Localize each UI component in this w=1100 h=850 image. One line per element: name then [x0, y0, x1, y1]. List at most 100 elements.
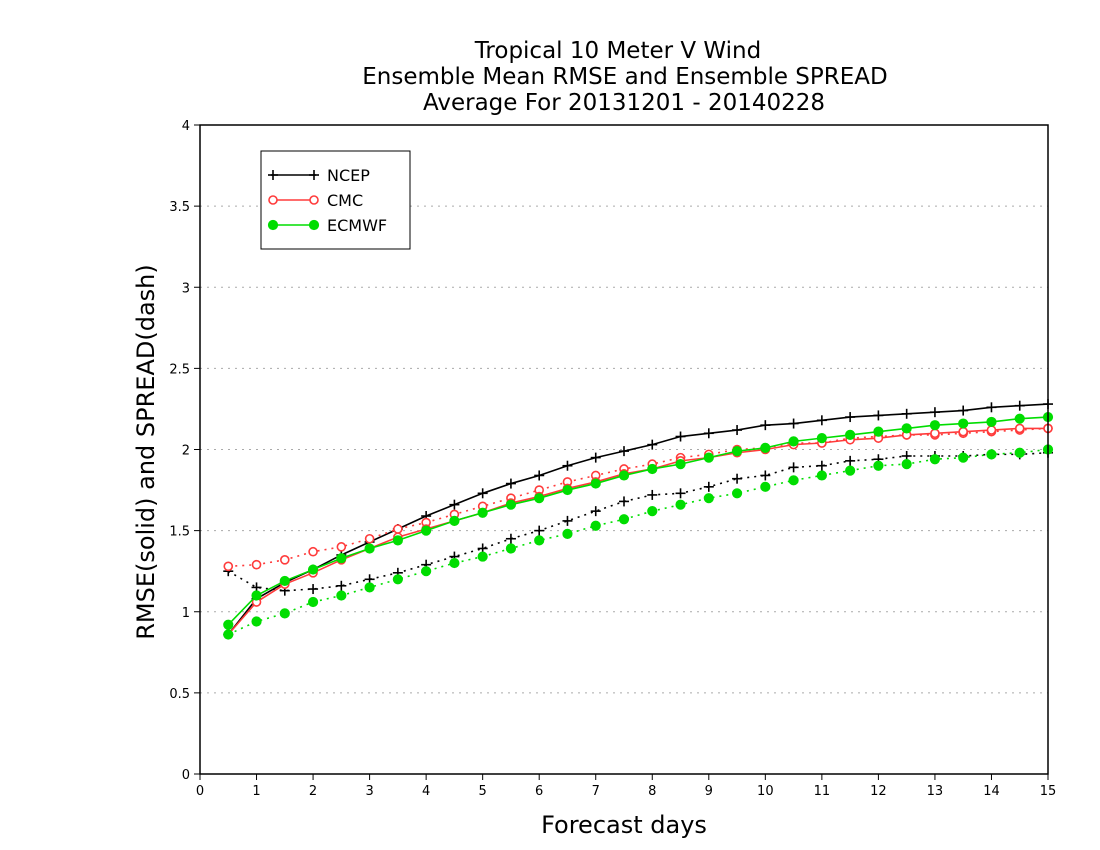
- y-axis-ticks: 0 0.5 1 1.5 2 2.5 3 3.5 4: [169, 119, 200, 783]
- ecmwf-spread-line: [227, 448, 1049, 636]
- ecmwf-spread-point: [986, 449, 997, 460]
- ecmwf-spread-point: [703, 493, 714, 504]
- ecmwf-spread-point: [307, 596, 319, 608]
- ecmwf-rmse-point: [477, 507, 488, 518]
- cmc-spread-point: [223, 561, 234, 572]
- title-line-2: Ensemble Mean RMSE and Ensemble SPREAD: [362, 64, 887, 90]
- ecmwf-rmse-point: [590, 478, 601, 489]
- x-axis-ticks: 0 1 2 3 4 5 6 7 8 9 10 11 12 13 14 15: [196, 774, 1056, 799]
- ecmwf-rmse-point: [449, 515, 460, 526]
- x-tick-label-9: 9: [705, 784, 713, 799]
- x-tick-label-10: 10: [757, 784, 774, 799]
- ecmwf-spread-point: [760, 481, 771, 492]
- ecmwf-rmse-point: [845, 429, 856, 440]
- x-tick-label-1: 1: [252, 784, 260, 799]
- legend-ncep-label: NCEP: [327, 166, 370, 185]
- ncep-rmse-point: [901, 408, 912, 419]
- ncep-rmse-point: [562, 460, 573, 471]
- ecmwf-spread-point: [1014, 447, 1025, 458]
- ecmwf-rmse-point: [223, 619, 234, 630]
- x-tick-label-0: 0: [196, 784, 204, 799]
- ecmwf-rmse-point: [421, 525, 432, 536]
- ncep-spread-point: [534, 525, 545, 536]
- x-tick-label-15: 15: [1040, 784, 1057, 799]
- x-tick-label-12: 12: [870, 784, 887, 799]
- ecmwf-spread-point: [392, 574, 403, 585]
- data-series: [223, 399, 1054, 640]
- ecmwf-spread-point: [958, 452, 969, 463]
- x-axis-title: Forecast days: [541, 811, 707, 839]
- ncep-rmse-line: [227, 403, 1049, 635]
- x-tick-label-2: 2: [309, 784, 317, 799]
- legend-cmc-label: CMC: [327, 191, 363, 210]
- ncep-spread-point: [308, 584, 319, 595]
- ecmwf-rmse-point: [788, 436, 799, 447]
- ecmwf-rmse-point: [392, 535, 403, 546]
- ncep-rmse-point: [1014, 400, 1025, 411]
- ecmwf-rmse-point: [901, 423, 912, 434]
- x-tick-label-4: 4: [422, 784, 430, 799]
- ncep-rmse-point: [703, 428, 714, 439]
- legend-ecmwf-marker-left: [267, 219, 279, 231]
- ecmwf-rmse-point: [731, 446, 743, 457]
- cmc-spread-point: [279, 555, 290, 565]
- ncep-rmse-point: [619, 446, 629, 457]
- ncep-rmse-point: [534, 470, 545, 481]
- ecmwf-rmse-point: [618, 470, 630, 481]
- plot-frame: [199, 124, 1049, 775]
- x-tick-label-11: 11: [814, 784, 831, 799]
- ncep-rmse-point: [816, 415, 827, 426]
- x-tick-label-8: 8: [648, 784, 656, 799]
- ecmwf-spread-series: [223, 444, 1054, 640]
- ecmwf-spread-point: [731, 488, 743, 499]
- legend-ncep-marker-left: [268, 170, 278, 180]
- legend-cmc-marker-right: [309, 195, 319, 205]
- ecmwf-spread-point: [251, 616, 262, 627]
- cmc-rmse-point: [1014, 423, 1025, 434]
- ecmwf-rmse-point: [760, 442, 771, 453]
- ncep-spread-point: [732, 473, 743, 484]
- ncep-spread-point: [590, 506, 601, 517]
- title-line-3: Average For 20131201 - 20140228: [423, 90, 825, 116]
- y-tick-label-1: 0.5: [169, 687, 190, 702]
- ecmwf-rmse-point: [364, 543, 375, 554]
- ncep-rmse-point: [505, 478, 516, 489]
- ecmwf-spread-point: [364, 582, 375, 593]
- ecmwf-rmse-point: [251, 590, 262, 601]
- ecmwf-spread-point: [647, 506, 658, 517]
- cmc-rmse-line: [227, 427, 1048, 635]
- ecmwf-rmse-point: [534, 493, 545, 504]
- ecmwf-spread-point: [788, 475, 799, 486]
- ncep-rmse-series: [223, 399, 1053, 640]
- cmc-rmse-point: [930, 428, 940, 439]
- ecmwf-spread-point: [816, 470, 827, 481]
- ncep-rmse-point: [760, 420, 771, 431]
- ecmwf-spread-point: [279, 608, 290, 619]
- ncep-spread-point: [562, 515, 573, 526]
- y-tick-label-3: 1.5: [169, 525, 190, 540]
- ecmwf-rmse-point: [336, 553, 347, 564]
- x-tick-label-14: 14: [983, 784, 1000, 799]
- ecmwf-rmse-point: [1014, 413, 1025, 424]
- chart-title: Tropical 10 Meter V Wind Ensemble Mean R…: [362, 38, 887, 116]
- ncep-rmse-point: [958, 405, 969, 416]
- ncep-rmse-point: [873, 410, 884, 421]
- ecmwf-rmse-point: [703, 452, 714, 463]
- ecmwf-rmse-series: [223, 411, 1054, 630]
- x-tick-label-5: 5: [479, 784, 487, 799]
- legend-ncep-marker-right: [309, 170, 319, 180]
- ecmwf-rmse-point: [562, 484, 573, 496]
- ecmwf-spread-point: [929, 454, 941, 465]
- ncep-rmse-point: [986, 402, 997, 413]
- ncep-spread-point: [845, 455, 856, 466]
- ncep-spread-point: [760, 470, 771, 481]
- ncep-rmse-point: [647, 439, 658, 450]
- ecmwf-rmse-point: [816, 433, 827, 444]
- x-tick-label-7: 7: [592, 784, 600, 799]
- ecmwf-spread-point: [901, 459, 912, 470]
- y-tick-label-4: 2: [182, 444, 190, 459]
- ncep-spread-point: [336, 580, 347, 591]
- cmc-spread-point: [364, 533, 375, 544]
- ecmwf-spread-point: [336, 590, 347, 601]
- ncep-spread-point: [647, 489, 658, 500]
